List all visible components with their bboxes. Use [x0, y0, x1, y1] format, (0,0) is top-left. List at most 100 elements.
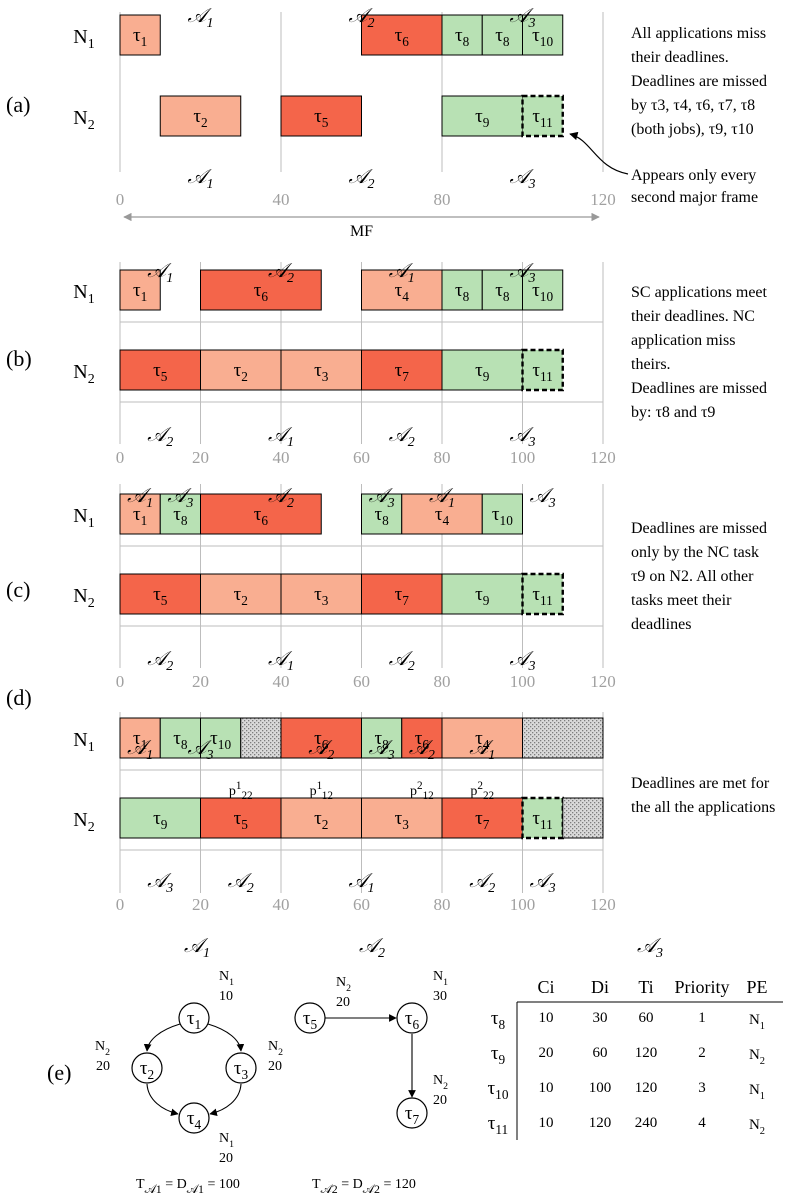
- side-note-line: Deadlines are missed: [631, 380, 767, 397]
- task-block: [441, 95, 523, 137]
- table-cell: 240: [635, 1115, 658, 1131]
- panel-label: (a): [6, 92, 30, 117]
- task-block: [119, 14, 161, 56]
- task-block: [441, 797, 523, 839]
- task-label: τ1: [133, 25, 147, 49]
- node-label-n1: N1: [73, 281, 94, 307]
- app-label: 𝒜3: [530, 870, 556, 896]
- axis-tick-label: 120: [590, 190, 616, 209]
- task-block: [119, 493, 161, 535]
- side-note-line: deadlines: [631, 616, 691, 633]
- task-label: τ2: [193, 106, 207, 130]
- node-label-n1: N1: [73, 729, 94, 755]
- task-label: τ3: [395, 808, 410, 832]
- table-task: τ8: [491, 1008, 506, 1032]
- task-block: [240, 717, 282, 759]
- side-note-line: (both jobs), τ9, τ10: [631, 121, 754, 138]
- task-label: τ11: [532, 808, 552, 832]
- side-note-line: the all the applications: [631, 799, 775, 816]
- dag-title: 𝒜1: [184, 935, 210, 961]
- table-cell: 10: [539, 1080, 554, 1096]
- table-header: Ci: [537, 977, 554, 997]
- app-label: 𝒜2: [308, 737, 334, 763]
- axis-tick-label: 80: [434, 672, 451, 691]
- task-block: [521, 572, 564, 616]
- task-node-label: τ1: [187, 1008, 201, 1032]
- task-block: [481, 269, 523, 311]
- task-node-label: τ7: [405, 1103, 420, 1127]
- task-block: [522, 717, 604, 759]
- task-label: τ8: [495, 25, 510, 49]
- task-label: τ3: [314, 360, 329, 384]
- task-label: τ7: [475, 808, 490, 832]
- task-label: τ6: [254, 504, 269, 528]
- node-assignment: N2: [433, 1073, 448, 1092]
- app-label: 𝒜1: [429, 485, 455, 511]
- axis-tick-label: 100: [510, 448, 536, 467]
- task-block: [159, 717, 201, 759]
- side-note-line: All applications miss: [631, 25, 766, 42]
- side-note-line: τ9 on N2. All other: [631, 568, 754, 585]
- task-block: [361, 493, 403, 535]
- table-cell: 120: [635, 1045, 658, 1061]
- node-assignment: N2: [268, 1039, 283, 1058]
- task-block: [200, 269, 322, 311]
- axis-tick-label: 0: [116, 672, 125, 691]
- gantt-c: 0 20 40 60 80 100 120 N1 N2 (c) τ1 τ8 τ6 τ8 τ4 τ10 τ5 τ2 τ…: [6, 484, 767, 691]
- app-label: 𝒜1: [127, 485, 153, 511]
- axis-tick-label: 120: [590, 448, 616, 467]
- node-assignment: N1: [433, 969, 448, 988]
- task-label: τ8: [173, 504, 188, 528]
- table-task: τ9: [491, 1043, 506, 1067]
- wcet-value: 20: [433, 1093, 447, 1108]
- task-label: τ2: [314, 808, 328, 832]
- axis-tick-label: 80: [434, 448, 451, 467]
- panel-label: (e): [47, 1060, 71, 1085]
- app-label: 𝒜1: [147, 260, 173, 286]
- node-label-n2: N2: [73, 585, 94, 611]
- partition-label: p212: [410, 780, 434, 802]
- node-assignment: N2: [95, 1039, 110, 1058]
- table-pe: N1: [749, 1012, 765, 1032]
- mf-label: MF: [350, 223, 373, 240]
- task-label: τ1: [133, 280, 147, 304]
- task-block: [280, 573, 362, 615]
- task-label: τ9: [153, 808, 168, 832]
- period-formula: T𝒜2 = D𝒜2 = 120: [312, 1177, 416, 1196]
- app-label: 𝒜1: [127, 737, 153, 763]
- task-block: [441, 573, 523, 615]
- task-label: τ9: [475, 106, 490, 130]
- axis-tick-label: 0: [116, 448, 125, 467]
- axis-tick-label: 80: [434, 190, 451, 209]
- side-note-line: Deadlines are missed: [631, 520, 767, 537]
- partition-label: p222: [470, 780, 494, 802]
- axis-tick-label: 40: [273, 190, 290, 209]
- wcet-value: 20: [219, 1151, 233, 1166]
- side-note-line: by: τ8 and τ9: [631, 404, 715, 421]
- gantt-d: 0 20 40 60 80 100 120 N1 N2 (d) τ1 τ8 τ10 τ6 τ8 τ6 τ4 τ9 τ…: [6, 685, 775, 914]
- task-block: [200, 797, 282, 839]
- axis-tick-label: 120: [590, 672, 616, 691]
- task-label: τ6: [314, 728, 329, 752]
- table-cell: 2: [698, 1045, 706, 1061]
- dag-edge: [146, 1083, 179, 1117]
- task-node-label: τ4: [187, 1108, 202, 1132]
- app-label: 𝒜2: [409, 737, 435, 763]
- app-label: 𝒜3: [167, 485, 193, 511]
- partition-label: p122: [229, 780, 253, 802]
- task-block: [200, 573, 282, 615]
- task-block: [200, 349, 282, 391]
- axis-tick-label: 40: [273, 672, 290, 691]
- axis-tick-label: 80: [434, 895, 451, 914]
- side-note-line: their deadlines. NC: [631, 308, 755, 325]
- task-label: τ4: [395, 280, 410, 304]
- dag-edge: [207, 1023, 245, 1052]
- task-block: [119, 717, 161, 759]
- task-block: [521, 796, 564, 840]
- app-label: 𝒜1: [268, 424, 294, 450]
- side-note-line: by τ3, τ4, τ6, τ7, τ8: [631, 97, 755, 114]
- task-block: [119, 797, 201, 839]
- node-label-n1: N1: [73, 505, 94, 531]
